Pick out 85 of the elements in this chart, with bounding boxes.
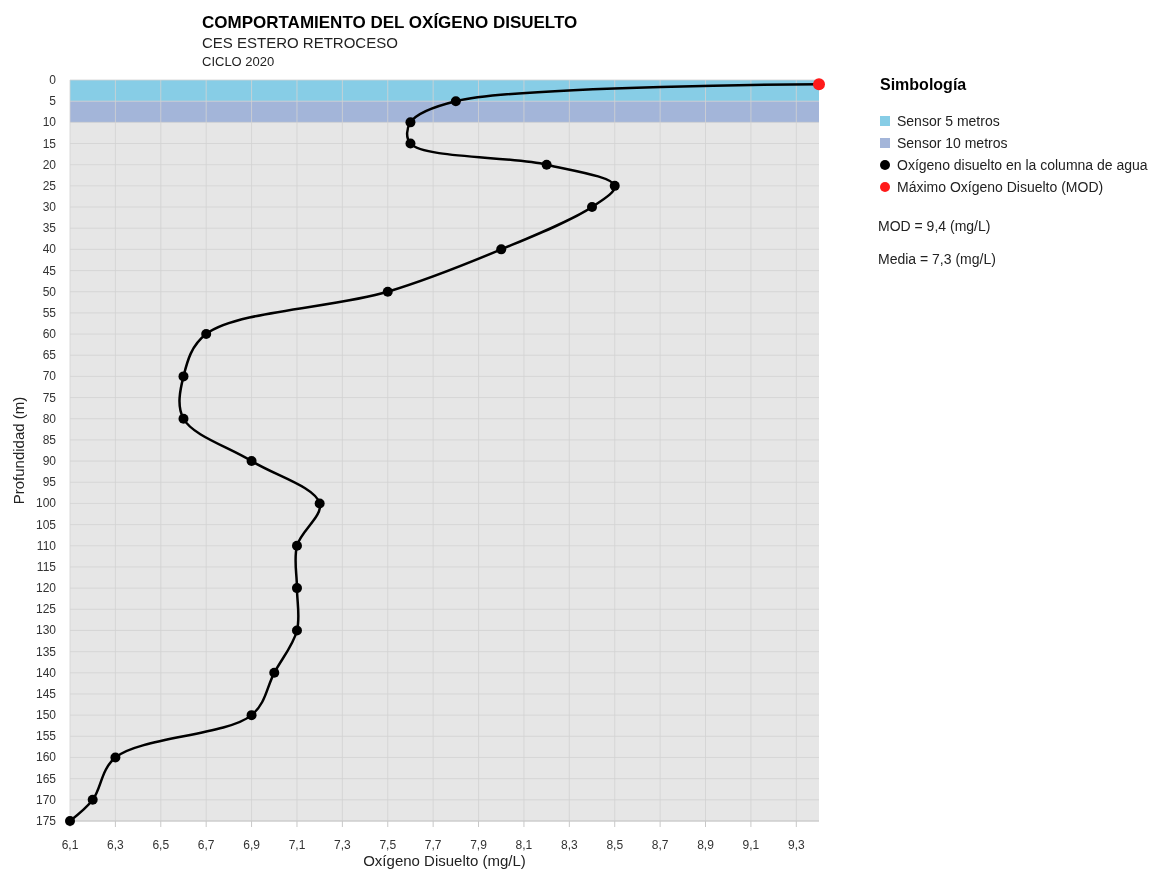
point <box>496 244 507 255</box>
y-tick-label: 10 <box>42 115 57 130</box>
y-tick-label: 130 <box>35 623 57 638</box>
point <box>314 498 325 509</box>
x-tick-label: 7,7 <box>424 838 442 852</box>
y-tick-label: 110 <box>36 538 57 553</box>
x-tick-label: 9,3 <box>787 838 805 852</box>
y-tick-label: 170 <box>35 792 57 807</box>
y-tick-label: 55 <box>42 305 57 320</box>
y-tick-label: 25 <box>42 178 57 193</box>
point <box>269 667 280 678</box>
y-tick-label: 50 <box>42 284 57 299</box>
text: Media = 7,3 (mg/L) <box>878 251 996 267</box>
y-tick-label: 140 <box>35 665 57 680</box>
chart-subtitle: CES ESTERO RETROCESO <box>202 34 398 51</box>
point <box>382 286 393 297</box>
x-tick-label: 8,7 <box>651 838 669 852</box>
y-tick-label: 45 <box>42 263 57 278</box>
x-tick-label: 7,1 <box>288 838 306 852</box>
x-tick-label: 9,1 <box>742 838 760 852</box>
point <box>178 413 189 424</box>
y-tick-label: 165 <box>35 771 57 786</box>
y-tick-label: 155 <box>35 729 57 744</box>
point <box>87 794 98 805</box>
x-axis-title: Oxígeno Disuelto (mg/L) <box>363 852 526 869</box>
point <box>110 752 121 763</box>
point <box>291 583 302 594</box>
legend-title: Simbología <box>880 76 967 93</box>
y-tick-label: 175 <box>35 814 57 828</box>
point <box>587 202 598 213</box>
point <box>609 180 620 191</box>
y-tick-label: 15 <box>42 136 57 151</box>
y-tick-label: 0 <box>49 73 57 87</box>
y-tick-label: 65 <box>42 348 57 363</box>
legend-label: Sensor 5 metros <box>897 113 1000 129</box>
point <box>201 329 212 340</box>
x-tick-label: 6,3 <box>107 838 125 852</box>
point <box>291 540 302 551</box>
y-tick-label: 20 <box>42 157 57 172</box>
y-tick-label: 135 <box>35 644 57 659</box>
y-tick-label: 100 <box>35 496 57 511</box>
y-tick-label: 115 <box>36 559 57 574</box>
x-tick-label: 8,1 <box>515 838 533 852</box>
y-tick-label: 160 <box>35 750 57 765</box>
x-tick-label: 7,5 <box>379 838 397 852</box>
point <box>405 117 416 128</box>
y-tick-label: 70 <box>42 369 57 384</box>
x-tick-label: 8,3 <box>560 838 578 852</box>
x-tick-label: 6,9 <box>243 838 261 852</box>
x-tick-label: 6,7 <box>197 838 215 852</box>
y-tick-label: 95 <box>42 475 57 490</box>
point <box>450 96 461 107</box>
legend-label: Máximo Oxígeno Disuelto (MOD) <box>897 179 1104 195</box>
y-tick-label: 40 <box>42 242 57 257</box>
y-tick-label: 120 <box>35 581 57 596</box>
chart-title: COMPORTAMIENTO DEL OXÍGENO DISUELTO <box>202 13 578 32</box>
y-axis-title: Profundidad (m) <box>10 396 27 505</box>
point <box>291 625 302 636</box>
y-tick-label: 145 <box>35 686 57 701</box>
y-tick-label: 80 <box>42 411 57 426</box>
y-tick-label: 85 <box>42 432 57 447</box>
text: CICLO 2020 <box>202 54 275 69</box>
y-tick-label: 35 <box>42 221 57 236</box>
text: MOD = 9,4 (mg/L) <box>878 218 991 234</box>
y-tick-label: 75 <box>42 390 57 405</box>
legend-label: Sensor 10 metros <box>897 135 1008 151</box>
y-tick-label: 60 <box>42 327 57 342</box>
x-tick-label: 7,9 <box>470 838 488 852</box>
point <box>405 138 416 149</box>
legend-label: Oxígeno disuelto en la columna de agua <box>897 157 1148 173</box>
x-tick-label: 8,9 <box>697 838 715 852</box>
point <box>246 456 257 467</box>
y-tick-label: 90 <box>42 454 57 469</box>
x-tick-label: 7,3 <box>334 838 352 852</box>
x-tick-label: 8,5 <box>606 838 624 852</box>
y-tick-label: 125 <box>35 602 57 617</box>
x-tick-label: 6,5 <box>152 838 170 852</box>
x-tick-label: 6,1 <box>61 838 79 852</box>
y-tick-label: 30 <box>42 200 57 215</box>
y-tick-label: 150 <box>35 708 57 723</box>
point <box>246 710 257 721</box>
point <box>541 159 552 170</box>
y-tick-label: 105 <box>35 517 57 532</box>
point <box>178 371 189 382</box>
y-tick-label: 5 <box>49 94 57 109</box>
